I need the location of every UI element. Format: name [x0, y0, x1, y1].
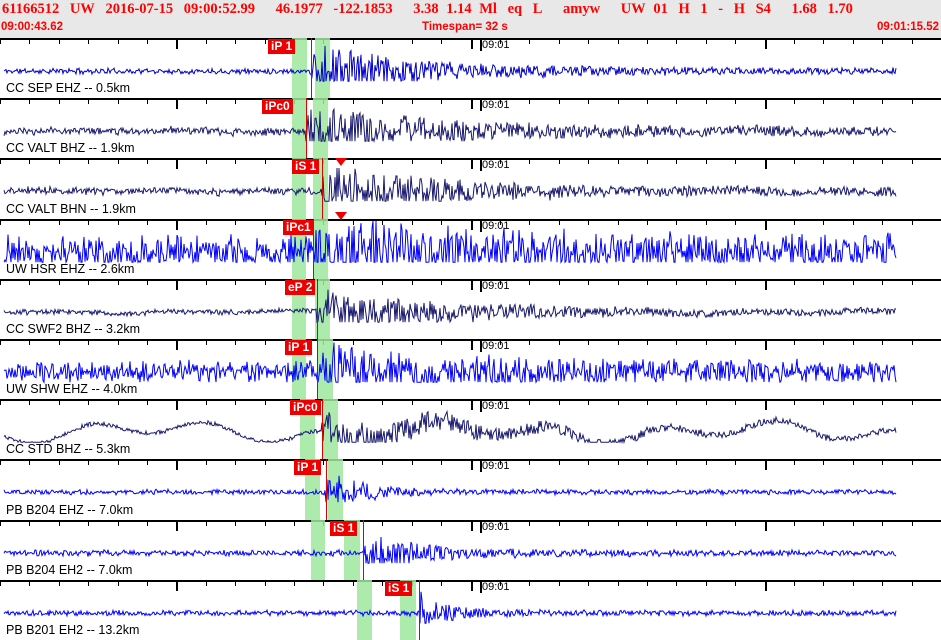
- axis-time-label: 09:01: [482, 219, 510, 232]
- trace-panel[interactable]: 09:01 iP 1 PB B204 EHZ -- 7.0km: [0, 459, 941, 520]
- channel-label: PB B201 EH2 -- 13.2km: [6, 622, 140, 637]
- quality-letter: L: [532, 1, 543, 17]
- latitude: 46.1977: [275, 1, 323, 17]
- waveform-trace: [3, 168, 897, 203]
- channel-label: CC STD BHZ -- 5.3km: [6, 442, 131, 457]
- waveform-trace: [3, 591, 897, 624]
- event-summary-line: 61166512 UW 2016-07-15 09:00:52.99 46.19…: [0, 1, 941, 20]
- h-flag-2: H: [733, 1, 745, 17]
- error-value: 1.70: [827, 1, 853, 17]
- event-date: 2016-07-15: [105, 1, 174, 17]
- trace-panel[interactable]: 09:01 iPc0 CC VALT BHZ -- 1.9km: [0, 98, 941, 159]
- pick-window-highlight: [292, 98, 306, 159]
- magnitude-value: 1.14: [446, 1, 472, 17]
- axis-time-label: 09:01: [482, 340, 510, 352]
- channel-label: CC VALT BHN -- 1.9km: [6, 201, 136, 216]
- trace-panel[interactable]: 09:01 iPc0 CC STD BHZ -- 5.3km: [0, 399, 941, 460]
- solution-number: 1: [700, 1, 708, 17]
- phase-pick-line[interactable]: [322, 158, 323, 219]
- waveform-trace: [3, 409, 897, 445]
- waveform-trace: [3, 476, 897, 503]
- phase-pick-label[interactable]: iPc0: [262, 99, 293, 115]
- axis-time-label: 09:01: [482, 279, 510, 292]
- phase-pick-line[interactable]: [313, 218, 314, 279]
- channel-label: UW SHW EHZ -- 4.0km: [6, 382, 138, 397]
- auth-network: UW: [620, 1, 646, 17]
- axis-time-label: 09:01: [482, 520, 510, 533]
- phase-pick-label[interactable]: iP 1: [268, 39, 296, 54]
- axis-time-label: 09:01: [482, 580, 510, 593]
- waveform-trace: [3, 107, 897, 144]
- h-flag-1: H: [678, 1, 690, 17]
- phase-pick-label[interactable]: iP 1: [294, 460, 322, 476]
- channel-label: PB B204 EH2 -- 7.0km: [6, 562, 133, 577]
- phase-pick-label[interactable]: iPc1: [283, 219, 314, 235]
- pick-window-highlight: [328, 459, 343, 520]
- trace-panel[interactable]: 09:01 eP 2 CC SWF2 BHZ -- 3.2km: [0, 278, 941, 339]
- magnitude-type: Ml: [479, 1, 497, 17]
- waveform-trace: [3, 536, 897, 564]
- event-version: 01: [653, 1, 668, 17]
- channel-label: CC SWF2 BHZ -- 3.2km: [6, 321, 141, 336]
- timespan-label: Timespan= 32 s: [422, 21, 508, 33]
- phase-pick-label[interactable]: iS 1: [292, 159, 320, 175]
- window-end-time: 09:01:15.52: [876, 21, 939, 33]
- phase-pick-line[interactable]: [311, 38, 312, 99]
- axis-time-label: 09:01: [482, 99, 510, 112]
- channel-label: UW HSR EHZ -- 2.6km: [6, 261, 135, 276]
- channel-label: CC VALT BHZ -- 1.9km: [6, 141, 135, 156]
- trace-panel[interactable]: 09:01 iP 1 UW SHW EHZ -- 4.0km: [0, 339, 941, 400]
- phase-pick-label[interactable]: eP 2: [285, 279, 316, 295]
- axis-time-label: 09:01: [482, 400, 510, 413]
- phase-pick-label[interactable]: iS 1: [385, 580, 413, 596]
- event-header: 61166512 UW 2016-07-15 09:00:52.99 46.19…: [0, 0, 941, 38]
- trace-panel[interactable]: 09:01 iS 1 PB B201 EH2 -- 13.2km: [0, 579, 941, 640]
- waveform-trace: [3, 45, 897, 83]
- phase-pick-line[interactable]: [306, 98, 307, 159]
- trace-panel[interactable]: 09:01 iS 1 PB B204 EH2 -- 7.0km: [0, 519, 941, 580]
- pick-window-highlight: [311, 519, 325, 580]
- waveform-trace: [3, 289, 897, 324]
- waveform-trace: [3, 220, 897, 264]
- amplitude-marker-icon: [335, 212, 347, 219]
- window-start-time: 09:00:43.62: [1, 21, 64, 33]
- phase-pick-label[interactable]: iP 1: [285, 340, 313, 355]
- rms-value: 1.68: [791, 1, 817, 17]
- event-id: 61166512: [2, 1, 60, 17]
- waveform-trace: [3, 342, 897, 384]
- channel-label: PB B204 EHZ -- 7.0km: [6, 502, 134, 517]
- depth-km: 3.38: [413, 1, 439, 17]
- pick-window-highlight: [315, 278, 330, 339]
- axis-time-label: 09:01: [482, 159, 510, 172]
- phase-pick-line[interactable]: [317, 339, 318, 400]
- axis-time-label: 09:01: [482, 460, 510, 473]
- trace-panel[interactable]: 09:01 iS 1 CC VALT BHN -- 1.9km: [0, 158, 941, 219]
- pick-window-highlight: [357, 579, 372, 640]
- phase-pick-label[interactable]: iPc0: [290, 400, 321, 416]
- separator-dash: -: [718, 1, 724, 17]
- phase-pick-line[interactable]: [322, 399, 323, 460]
- network-code: UW: [69, 1, 95, 17]
- phase-pick-line[interactable]: [419, 579, 420, 640]
- pick-window-highlight: [292, 38, 307, 99]
- trace-panel-stack: 09:01 iP 1 CC SEP EHZ -- 0.5km 09:01 iPc0 CC …: [0, 38, 941, 640]
- origin-time: 09:00:52.99: [183, 1, 256, 17]
- phase-pick-label[interactable]: iS 1: [330, 520, 358, 536]
- trace-panel[interactable]: 09:01 iPc1 UW HSR EHZ -- 2.6km: [0, 218, 941, 279]
- event-type: eq: [507, 1, 523, 17]
- analyst-name: amyw: [563, 1, 601, 17]
- axis-time-label: 09:01: [482, 39, 510, 51]
- longitude: -122.1853: [333, 1, 393, 17]
- s-flag: S4: [755, 1, 771, 17]
- trace-panel[interactable]: 09:01 iP 1 CC SEP EHZ -- 0.5km: [0, 38, 941, 99]
- phase-pick-line[interactable]: [363, 519, 364, 580]
- channel-label: CC SEP EHZ -- 0.5km: [6, 81, 131, 96]
- phase-pick-line[interactable]: [326, 459, 327, 520]
- phase-pick-line[interactable]: [317, 278, 318, 339]
- amplitude-marker-icon: [335, 158, 347, 167]
